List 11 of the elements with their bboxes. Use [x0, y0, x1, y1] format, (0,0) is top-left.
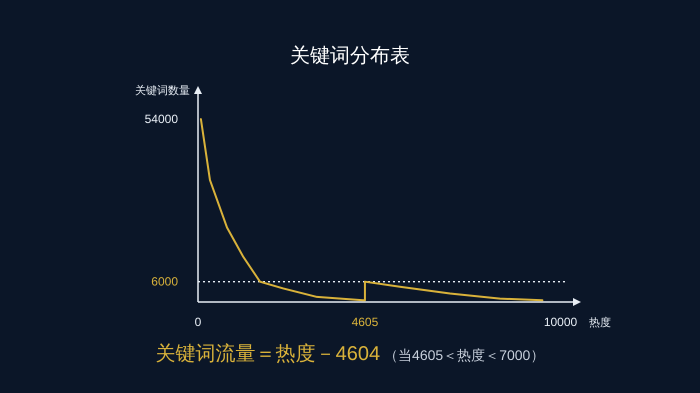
x-tick-label: 4605 [352, 315, 379, 329]
x-tick-label: 0 [194, 315, 202, 329]
line-series [200, 118, 544, 302]
x-tick-label: 10000 [544, 315, 578, 329]
text: 关键词流量＝热度－4604 [156, 343, 380, 365]
chart-title: 关键词分布表 [290, 45, 410, 67]
y-axis-title: 关键词数量 [135, 84, 190, 97]
y-tick-label: 6000 [151, 274, 178, 289]
x-axis-title: 热度 [589, 316, 611, 329]
y-tick-label: 54000 [144, 112, 178, 126]
text: （当4605＜热度＜7000） [380, 347, 544, 363]
